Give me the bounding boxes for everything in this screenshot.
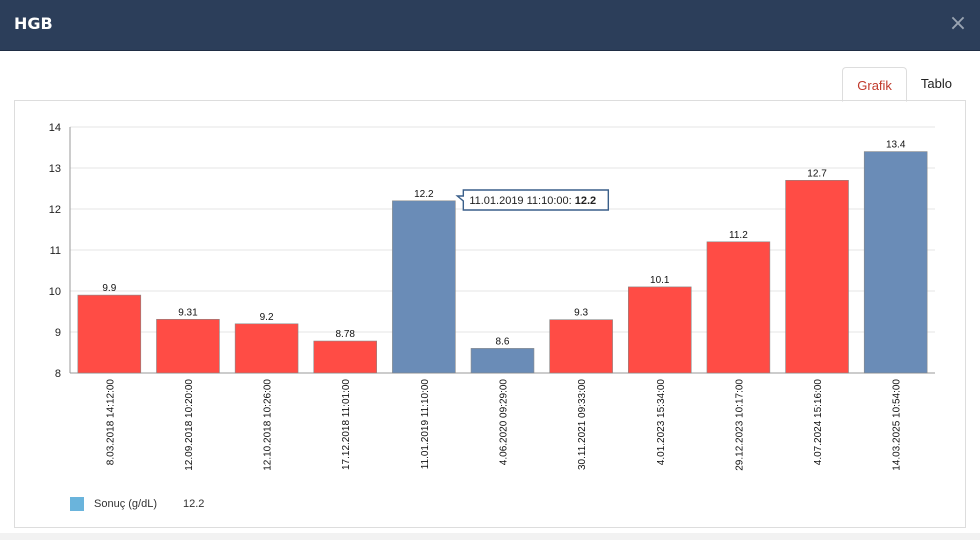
bar bbox=[785, 180, 849, 374]
bar bbox=[156, 318, 220, 374]
x-tick-label: 4.01.2023 15:34:00 bbox=[656, 379, 667, 466]
bar-value-label: 9.3 bbox=[574, 308, 588, 319]
x-tick-label: 8.03.2018 14:12:00 bbox=[105, 379, 116, 466]
bar bbox=[706, 241, 771, 374]
y-tick-label: 13 bbox=[49, 163, 61, 175]
chart-panel bbox=[14, 100, 966, 528]
x-tick-label: 4.06.2020 09:29:00 bbox=[499, 379, 510, 466]
view-tabs: Grafik Tablo bbox=[842, 65, 966, 102]
bar-value-label: 9.9 bbox=[102, 283, 116, 294]
bar-value-label: 8.78 bbox=[335, 329, 355, 340]
bar-value-label: 10.1 bbox=[650, 275, 670, 286]
y-tick-label: 9 bbox=[55, 327, 61, 339]
bar-value-label: 13.4 bbox=[886, 140, 906, 151]
tab-grafik[interactable]: Grafik bbox=[842, 67, 907, 102]
bar bbox=[234, 323, 299, 374]
x-tick-label: 4.07.2024 15:16:00 bbox=[813, 379, 824, 466]
bar-value-label: 8.6 bbox=[496, 336, 510, 347]
x-tick-label: 12.09.2018 10:20:00 bbox=[184, 379, 195, 471]
bar-value-label: 9.2 bbox=[260, 312, 274, 323]
x-tick-label: 11.01.2019 11:10:00 bbox=[420, 379, 431, 470]
y-tick-label: 10 bbox=[49, 286, 61, 298]
legend-value: 12.2 bbox=[182, 498, 205, 510]
bar bbox=[470, 348, 535, 374]
tooltip-box bbox=[455, 189, 610, 211]
bar-value-label: 12.7 bbox=[807, 168, 827, 179]
y-tick-label: 12 bbox=[49, 204, 61, 216]
y-tick-label: 8 bbox=[55, 368, 61, 380]
legend-swatch[interactable] bbox=[70, 497, 84, 511]
bar bbox=[313, 340, 377, 374]
modal-header: HGB × bbox=[0, 0, 980, 51]
x-tick-label: 12.10.2018 10:26:00 bbox=[263, 379, 274, 471]
tooltip-label: 11.01.2019 11:10:00: 12.2 bbox=[469, 195, 596, 207]
x-tick-label: 17.12.2018 11:01:00 bbox=[341, 379, 352, 470]
bar bbox=[77, 294, 142, 374]
y-tick-label: 11 bbox=[50, 245, 61, 257]
x-tick-label: 14.03.2025 10:54:00 bbox=[892, 379, 903, 471]
x-tick-label: 29.12.2023 10:17:00 bbox=[734, 379, 745, 471]
tab-tablo[interactable]: Tablo bbox=[920, 76, 952, 91]
legend-label[interactable]: Sonuç (g/dL) bbox=[94, 498, 157, 510]
bar-value-label: 12.2 bbox=[414, 189, 434, 200]
bar-value-label: 9.31 bbox=[178, 307, 198, 318]
tooltip-date: 11.01.2019 11:10:00: bbox=[469, 195, 574, 207]
close-icon[interactable]: × bbox=[948, 11, 968, 36]
modal-title: HGB bbox=[14, 14, 53, 33]
bar bbox=[392, 200, 456, 374]
bar bbox=[549, 319, 613, 374]
y-tick-label: 14 bbox=[49, 122, 61, 134]
bar-value-label: 11.2 bbox=[729, 230, 748, 241]
bar bbox=[863, 151, 928, 374]
bar bbox=[628, 286, 692, 374]
chart-legend: Sonuç (g/dL) 12.2 bbox=[70, 497, 204, 511]
modal-footer-strip bbox=[0, 533, 980, 540]
tooltip-value: 12.2 bbox=[575, 195, 596, 207]
x-tick-label: 30.11.2021 09:33:00 bbox=[577, 379, 588, 470]
